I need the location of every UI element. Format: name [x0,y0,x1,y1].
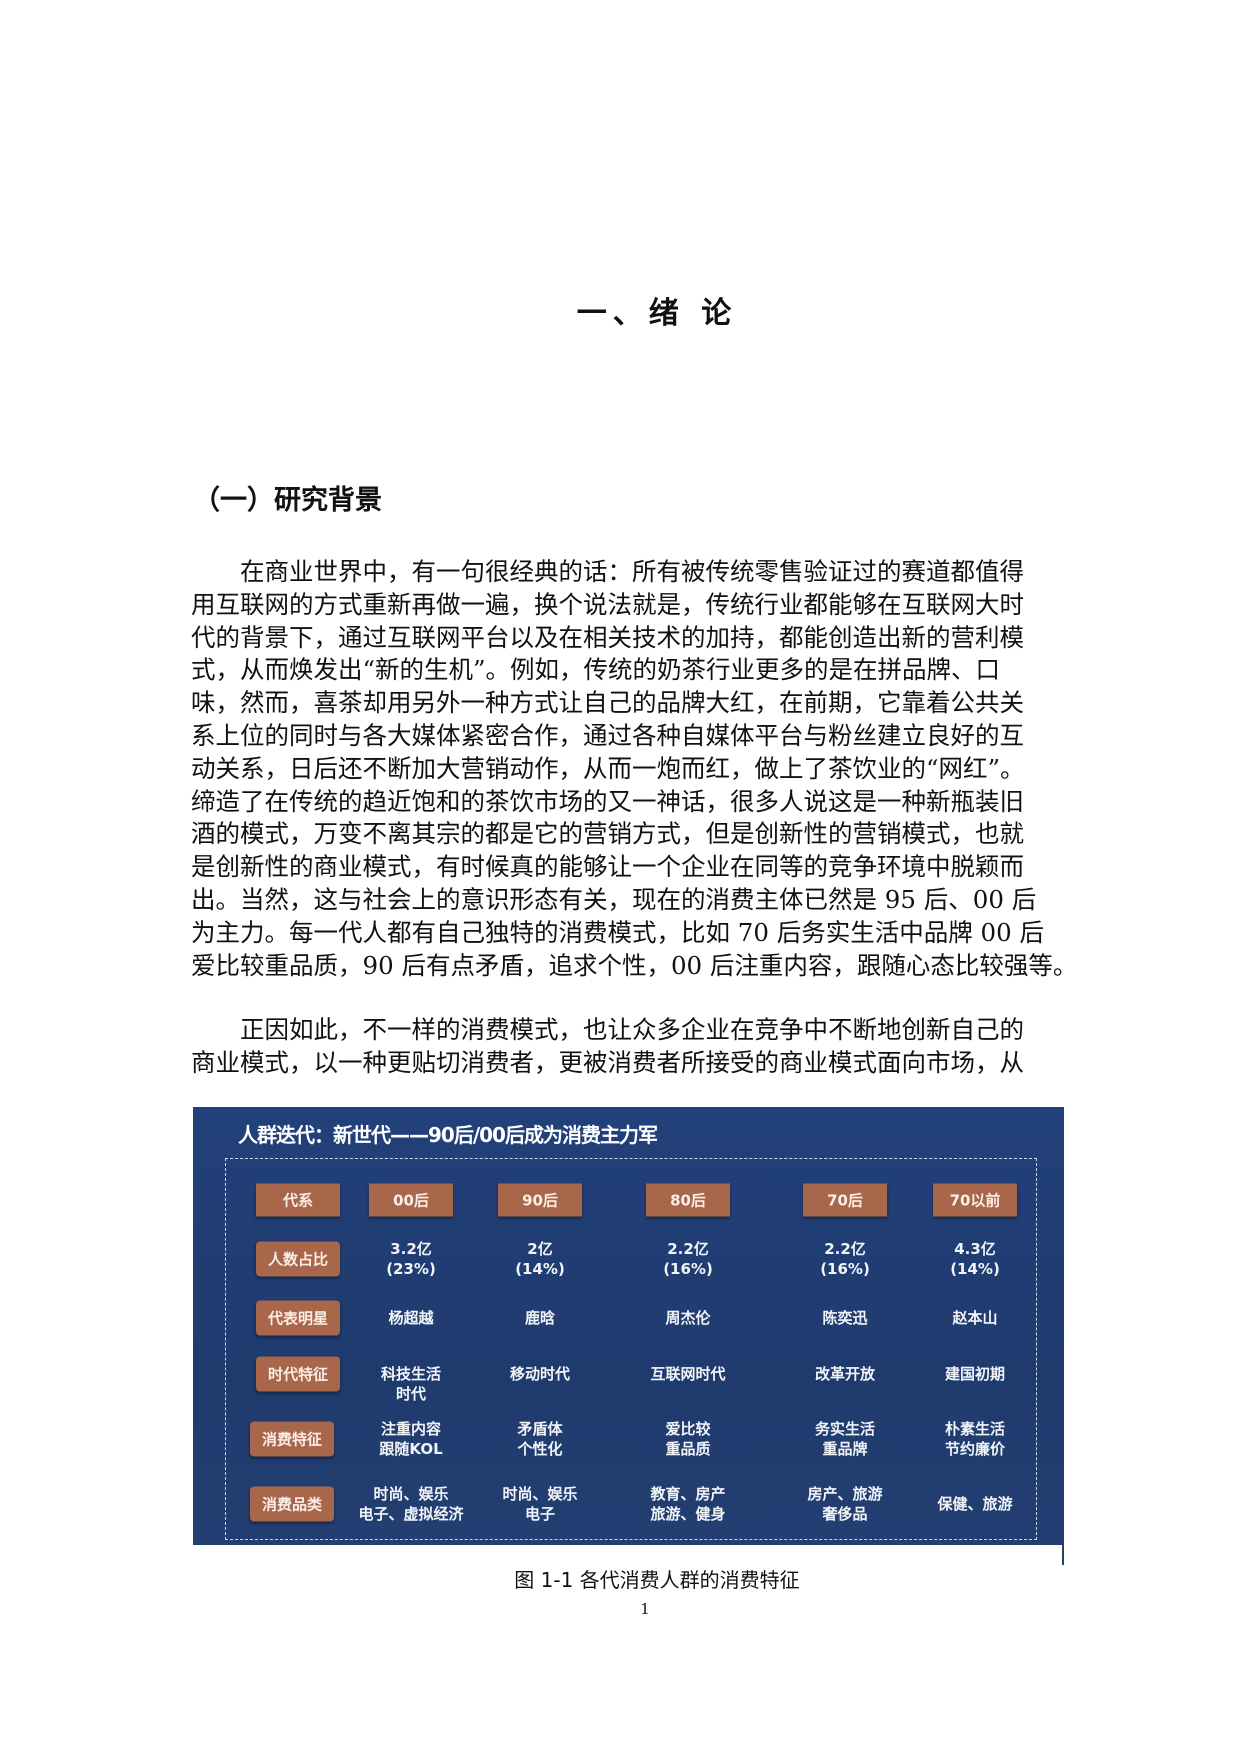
table-cell: 2.2亿 (16%) [663,1240,713,1278]
figure-caption: 图 1-1 各代消费人群的消费特征 [514,1568,800,1592]
row-label: 时代特征 [255,1356,341,1392]
table-cell: 2亿 (14%) [515,1240,565,1278]
table-cell: 务实生活 重品牌 [814,1420,876,1458]
table-cell: 鹿晗 [524,1309,556,1327]
header-generation: 80后 [646,1183,730,1217]
table-cell: 3.2亿 (23%) [386,1240,436,1278]
text-line: 式，从而焕发出“新的生机”。例如，传统的奶茶行业更多的是在拼品牌、口 [191,655,1001,685]
text-line: 代的背景下，通过互联网平台以及在相关技术的加持，都能创造出新的营利模 [191,622,1024,652]
text-line: 动关系，日后还不断加大营销动作，从而一炮而红，做上了茶饮业的“网红”。 [191,753,1025,783]
text-line: 酒的模式，万变不离其宗的都是它的营销方式，但是创新性的营销模式，也就 [191,819,1024,849]
table-cell: 建国初期 [944,1365,1006,1383]
table-cell: 爱比较 重品质 [665,1420,711,1458]
image-edge-line [1062,1545,1064,1565]
dashed-frame [225,1158,1037,1540]
text-line: 在商业世界中，有一句很经典的话：所有被传统零售验证过的赛道都值得 [191,557,1024,586]
table-cell: 2.2亿 (16%) [820,1240,870,1278]
paragraph-2: 正因如此，不一样的消费模式，也让众多企业在竞争中不断地创新自己的 商业模式，以一种… [191,1014,1071,1080]
text-line: 味，然而，喜茶却用另外一种方式让自己的品牌大红，在前期，它靠着公共关 [191,688,1024,718]
table-cell: 4.3亿 (14%) [950,1240,1000,1278]
text-line: 爱比较重品质，90 后有点矛盾，追求个性，00 后注重内容，跟随心态比较强等。 [191,950,1078,980]
figure-title: 人群迭代：新世代——90后/00后成为消费主力军 [238,1123,658,1147]
table-cell: 陈奕迅 [822,1309,868,1327]
row-label: 人数占比 [255,1241,341,1277]
table-cell: 矛盾体 个性化 [517,1420,563,1458]
chapter-title: 一、绪 论 [576,296,738,331]
text-line: 商业模式，以一种更贴切消费者，更被消费者所接受的商业模式面向市场，从 [191,1047,1024,1077]
table-cell: 科技生活 时代 [380,1365,442,1403]
table-cell: 改革开放 [814,1365,876,1383]
text-line: 是创新性的商业模式，有时候真的能够让一个企业在同等的竞争环境中脱颖而 [191,852,1024,882]
table-cell: 房产、旅游 奢侈品 [807,1485,883,1523]
table-cell: 移动时代 [509,1365,571,1383]
paragraph-1: 在商业世界中，有一句很经典的话：所有被传统零售验证过的赛道都值得 用互联网的方式重… [191,556,1078,982]
text-line: 为主力。每一代人都有自己独特的消费模式，比如 70 后务实生活中品牌 00 后 [191,917,1044,947]
table-cell: 朴素生活 节约廉价 [944,1420,1006,1458]
page-number: 1 [640,1600,650,1618]
text-line: 正因如此，不一样的消费模式，也让众多企业在竞争中不断地创新自己的 [191,1015,1024,1044]
table-cell: 周杰伦 [665,1309,711,1327]
header-label: 代系 [256,1183,340,1217]
text-line: 系上位的同时与各大媒体紧密合作，通过各种自媒体平台与粉丝建立良好的互 [191,720,1024,750]
table-cell: 保健、旅游 [937,1495,1013,1513]
text-line: 缔造了在传统的趋近饱和的茶饮市场的又一神话，很多人说这是一种新瓶装旧 [191,786,1024,816]
header-generation: 90后 [498,1183,582,1217]
header-generation: 70后 [803,1183,887,1217]
row-label: 消费特征 [249,1421,335,1457]
figure-generations-table: 人群迭代：新世代——90后/00后成为消费主力军 代系 00后 90后 80后 70后 7… [193,1107,1064,1545]
table-cell: 注重内容 跟随KOL [379,1420,443,1458]
table-cell: 杨超越 [388,1309,434,1327]
text-line: 用互联网的方式重新再做一遍，换个说法就是，传统行业都能够在互联网大时 [191,589,1024,619]
table-cell: 时尚、娱乐 电子 [502,1485,578,1523]
table-cell: 教育、房产 旅游、健身 [650,1485,726,1523]
section-title: （一）研究背景 [193,485,382,516]
table-cell: 赵本山 [952,1309,998,1327]
table-cell: 互联网时代 [650,1365,726,1383]
header-generation: 00后 [369,1183,453,1217]
row-label: 代表明星 [255,1300,341,1336]
text-line: 出。当然，这与社会上的意识形态有关，现在的消费主体已然是 95 后、00 后 [191,884,1037,914]
table-cell: 时尚、娱乐 电子、虚拟经济 [358,1485,464,1523]
header-generation: 70以前 [933,1183,1017,1217]
row-label: 消费品类 [249,1486,335,1522]
